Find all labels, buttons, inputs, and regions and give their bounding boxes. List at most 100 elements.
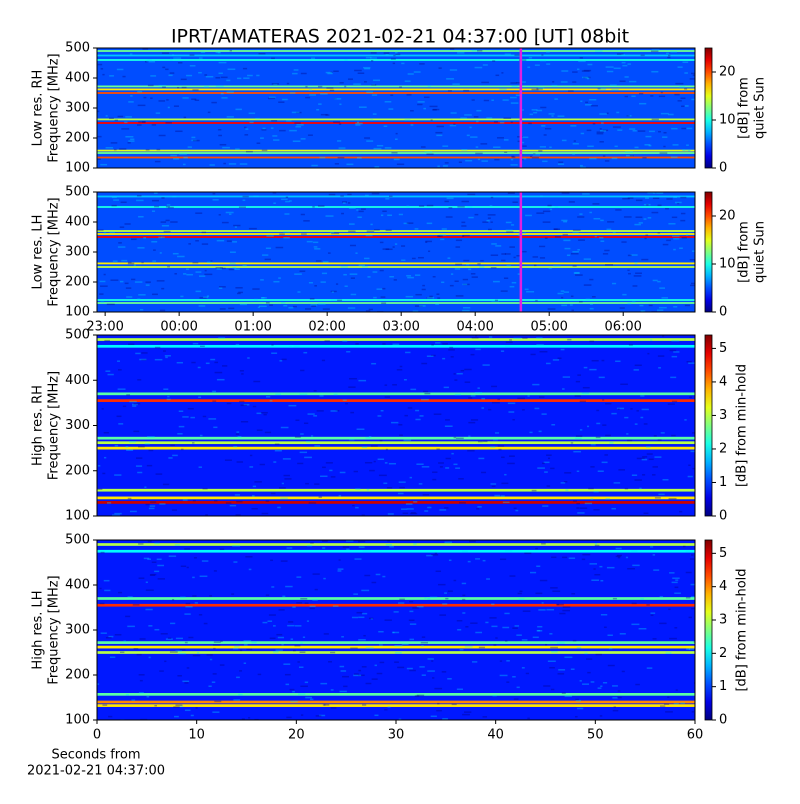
texture	[228, 268, 235, 271]
texture	[138, 215, 144, 218]
texture	[133, 264, 136, 266]
texture	[657, 204, 662, 207]
texture	[384, 396, 391, 398]
texture	[159, 252, 162, 254]
texture	[453, 436, 457, 439]
colorbar	[704, 47, 713, 169]
texture	[377, 415, 382, 417]
texture	[111, 204, 117, 207]
texture	[545, 643, 548, 646]
texture	[283, 304, 288, 307]
texture	[261, 512, 269, 515]
texture	[103, 273, 106, 276]
texture	[169, 72, 175, 74]
texture	[572, 639, 577, 642]
texture	[646, 453, 653, 455]
texture	[541, 54, 544, 56]
texture	[309, 605, 316, 608]
texture	[486, 220, 490, 222]
texture	[686, 127, 693, 130]
texture	[398, 481, 406, 483]
texture	[401, 259, 406, 262]
texture	[404, 414, 408, 417]
texture	[114, 634, 122, 636]
texture	[552, 81, 555, 83]
texture	[238, 291, 243, 294]
texture	[427, 297, 435, 299]
texture	[651, 118, 659, 121]
texture	[258, 305, 267, 308]
texture	[379, 661, 385, 664]
texture	[478, 646, 485, 649]
texture	[205, 514, 208, 516]
texture	[178, 425, 185, 428]
texture	[194, 99, 200, 101]
texture	[99, 293, 104, 295]
plot-area	[97, 48, 695, 168]
texture	[524, 288, 529, 291]
texture	[394, 138, 398, 140]
texture	[365, 194, 369, 197]
texture	[654, 456, 662, 458]
colorbar-tick-label: 20	[719, 65, 736, 80]
texture	[261, 149, 268, 152]
texture	[446, 197, 454, 200]
y-tick-label: 200	[65, 131, 90, 146]
texture	[198, 275, 206, 277]
texture	[186, 273, 193, 276]
texture	[233, 445, 238, 448]
texture	[307, 134, 313, 136]
texture	[527, 66, 531, 69]
texture	[368, 617, 374, 620]
texture	[616, 407, 625, 410]
texture	[471, 276, 478, 278]
texture	[590, 443, 596, 446]
texture	[173, 706, 180, 708]
texture	[373, 460, 376, 463]
band	[97, 501, 695, 504]
texture	[186, 74, 193, 77]
texture	[605, 66, 614, 68]
texture	[460, 117, 467, 119]
texture	[580, 100, 583, 103]
texture	[355, 122, 363, 125]
texture	[107, 373, 114, 376]
texture	[439, 466, 443, 468]
texture	[563, 220, 568, 223]
texture	[284, 673, 291, 676]
texture	[504, 612, 510, 615]
texture	[130, 95, 133, 97]
band	[97, 156, 695, 159]
texture	[212, 390, 217, 393]
texture	[152, 199, 159, 202]
texture	[214, 499, 218, 502]
texture	[442, 357, 446, 360]
texture	[130, 138, 135, 141]
texture	[532, 154, 540, 156]
texture	[253, 298, 258, 301]
texture	[227, 68, 236, 71]
y-tick-label: 200	[65, 463, 90, 478]
band	[97, 122, 695, 124]
texture	[401, 62, 405, 65]
texture	[182, 499, 188, 501]
texture	[278, 609, 285, 611]
colorbar-tick-label: 5	[719, 546, 727, 561]
texture	[634, 479, 642, 481]
texture	[684, 105, 689, 107]
texture	[363, 66, 371, 69]
x-tick-label: 20	[288, 728, 305, 743]
texture	[168, 74, 173, 77]
texture	[218, 61, 227, 64]
texture	[387, 513, 394, 515]
texture	[589, 303, 593, 305]
texture	[658, 306, 667, 309]
texture	[319, 714, 326, 717]
texture	[464, 368, 472, 371]
texture	[568, 201, 575, 203]
texture	[688, 464, 691, 467]
texture	[206, 261, 213, 264]
y-tick-label: 300	[65, 101, 90, 116]
texture	[489, 336, 493, 338]
texture	[614, 145, 618, 148]
